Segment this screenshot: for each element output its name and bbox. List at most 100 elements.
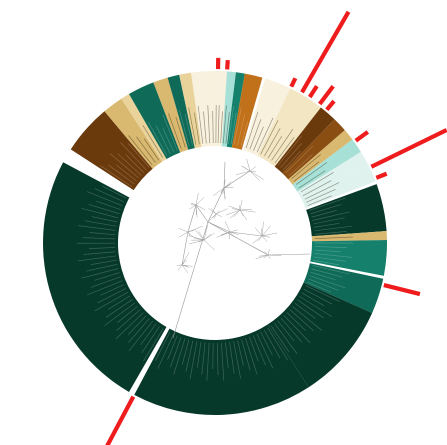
tree-branch xyxy=(207,221,231,233)
tree-branch xyxy=(208,208,217,215)
tip-label xyxy=(94,272,120,281)
clade-ring xyxy=(42,71,388,415)
tree-branch xyxy=(263,254,269,259)
tip-label xyxy=(81,207,119,219)
tip-label xyxy=(83,251,116,255)
clade-sector xyxy=(179,72,202,149)
tip-label xyxy=(128,318,150,343)
clade-sector xyxy=(153,77,189,153)
tree-branch xyxy=(239,199,243,211)
tree-branch xyxy=(187,231,191,237)
tip-label xyxy=(300,172,334,193)
tip-label xyxy=(143,138,160,161)
tree-branch xyxy=(189,204,197,210)
tip-label xyxy=(89,247,116,249)
tip-label xyxy=(294,302,316,320)
tip-label xyxy=(274,137,295,164)
tip-label xyxy=(120,142,147,171)
tip-label xyxy=(233,341,241,379)
tip-label xyxy=(220,111,223,144)
clade-sector xyxy=(231,73,263,150)
tip-label xyxy=(249,336,259,362)
tree-branch xyxy=(207,221,269,256)
tip-label xyxy=(309,197,346,211)
tree-branch xyxy=(229,231,231,240)
tip-label xyxy=(237,340,244,366)
tip-label xyxy=(185,340,194,372)
tree-branch xyxy=(261,235,268,242)
tip-label xyxy=(107,295,131,310)
tip-label xyxy=(88,204,120,215)
tip-label xyxy=(117,153,142,176)
tip-label xyxy=(173,338,186,375)
clade-sector xyxy=(70,111,153,191)
clade-sector xyxy=(274,107,335,174)
tip-label xyxy=(277,135,303,166)
tip-label xyxy=(256,117,274,153)
tip-label xyxy=(155,124,171,154)
tree-branch xyxy=(203,239,215,251)
tip-label xyxy=(289,309,314,332)
tip-label xyxy=(233,107,242,145)
clade-sector xyxy=(226,72,245,148)
tip-label xyxy=(229,341,235,374)
tree-branch xyxy=(172,221,209,339)
tip-label xyxy=(86,191,123,207)
tip-label xyxy=(116,309,141,332)
tip-label xyxy=(260,120,279,155)
tip-label xyxy=(271,128,294,161)
tip-label xyxy=(306,281,332,293)
tip-label xyxy=(212,111,214,144)
tip-label xyxy=(142,125,164,158)
tip-label xyxy=(307,195,332,206)
tree-branch xyxy=(208,213,217,222)
tip-label xyxy=(301,292,325,307)
tree-branch xyxy=(267,254,282,256)
tree-branch xyxy=(223,179,226,189)
tree-branch xyxy=(241,165,251,172)
tip-label xyxy=(314,231,347,235)
tip-label xyxy=(85,264,118,272)
tip-label xyxy=(280,317,303,343)
tip-label xyxy=(83,237,116,240)
tree-branch xyxy=(188,235,205,241)
tip-label xyxy=(313,256,346,262)
tree-branch xyxy=(215,208,228,215)
tip-label xyxy=(109,153,140,179)
clade-sector xyxy=(203,71,215,147)
tree-branch xyxy=(195,204,206,210)
tip-label xyxy=(167,335,178,360)
tree-branch xyxy=(261,221,264,237)
tree-branch xyxy=(261,228,263,237)
tip-label xyxy=(201,342,206,375)
tip-label xyxy=(311,268,343,278)
tree-branch xyxy=(190,202,197,206)
tip-label xyxy=(241,339,251,371)
tip-label xyxy=(117,305,138,323)
tip-label xyxy=(96,200,121,211)
tree-branch xyxy=(229,231,235,238)
tree-branch xyxy=(223,186,234,189)
tip-label xyxy=(216,342,219,375)
clade-sector xyxy=(221,71,236,147)
tree-branch xyxy=(257,235,263,242)
tip-label xyxy=(292,306,322,331)
tip-label xyxy=(78,225,116,231)
tree-branch xyxy=(181,231,189,266)
tip-label xyxy=(288,153,313,177)
tree-branch xyxy=(239,209,244,216)
tip-label xyxy=(256,333,274,369)
tip-label xyxy=(94,188,125,203)
tip-label xyxy=(293,161,320,182)
clade-sector xyxy=(292,139,361,192)
tree-branch xyxy=(195,204,198,218)
marker-bar xyxy=(318,84,335,106)
tip-label xyxy=(230,112,237,145)
tree-branch xyxy=(232,208,241,211)
clade-sector xyxy=(303,263,384,313)
tip-label xyxy=(169,336,182,368)
tree-branch xyxy=(187,231,195,239)
tip-label xyxy=(283,315,311,344)
tree-branch xyxy=(261,235,271,238)
tip-label xyxy=(141,326,160,354)
